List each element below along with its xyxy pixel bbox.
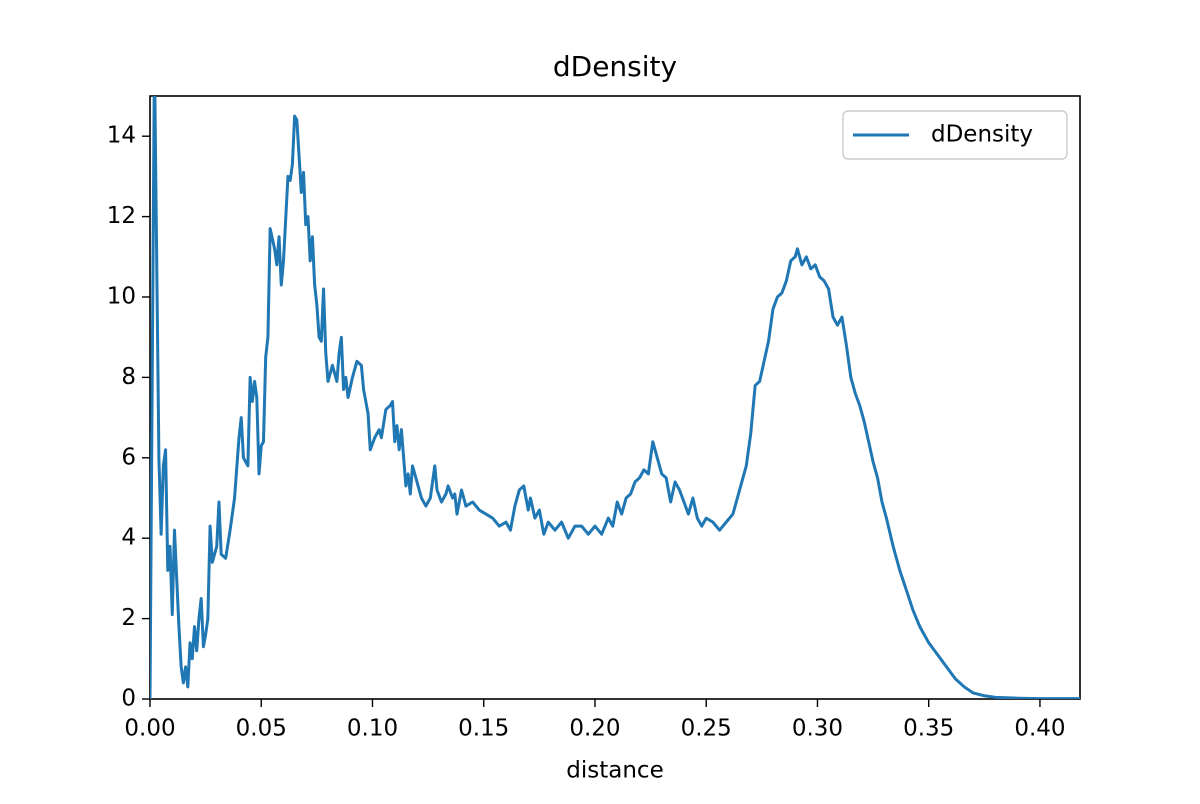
x-tick-label: 0.15: [458, 716, 509, 742]
axes-frame: [149, 95, 1081, 700]
x-tick-label: 0.40: [1014, 716, 1065, 742]
y-tick-label: 2: [121, 605, 136, 631]
x-tick-label: 0.00: [124, 716, 175, 742]
x-tick-label: 0.25: [681, 716, 732, 742]
y-tick-label: 6: [121, 444, 136, 470]
x-tick-label: 0.05: [236, 716, 287, 742]
legend-label: dDensity: [931, 122, 1033, 148]
y-tick-label: 12: [107, 203, 136, 229]
chart-title: dDensity: [553, 50, 677, 83]
x-axis-label: distance: [566, 758, 663, 784]
y-tick-label: 4: [121, 525, 136, 551]
x-tick-label: 0.35: [903, 716, 954, 742]
x-tick-label: 0.10: [347, 716, 398, 742]
y-tick-label: 14: [107, 123, 136, 149]
y-tick-label: 8: [121, 364, 136, 390]
y-tick-label: 0: [121, 686, 136, 712]
y-tick-label: 10: [107, 284, 136, 310]
x-tick-label: 0.30: [792, 716, 843, 742]
legend-box: [842, 110, 1068, 160]
data-line: [150, 96, 1080, 699]
x-tick-label: 0.20: [569, 716, 620, 742]
plot-area: [150, 96, 1080, 699]
